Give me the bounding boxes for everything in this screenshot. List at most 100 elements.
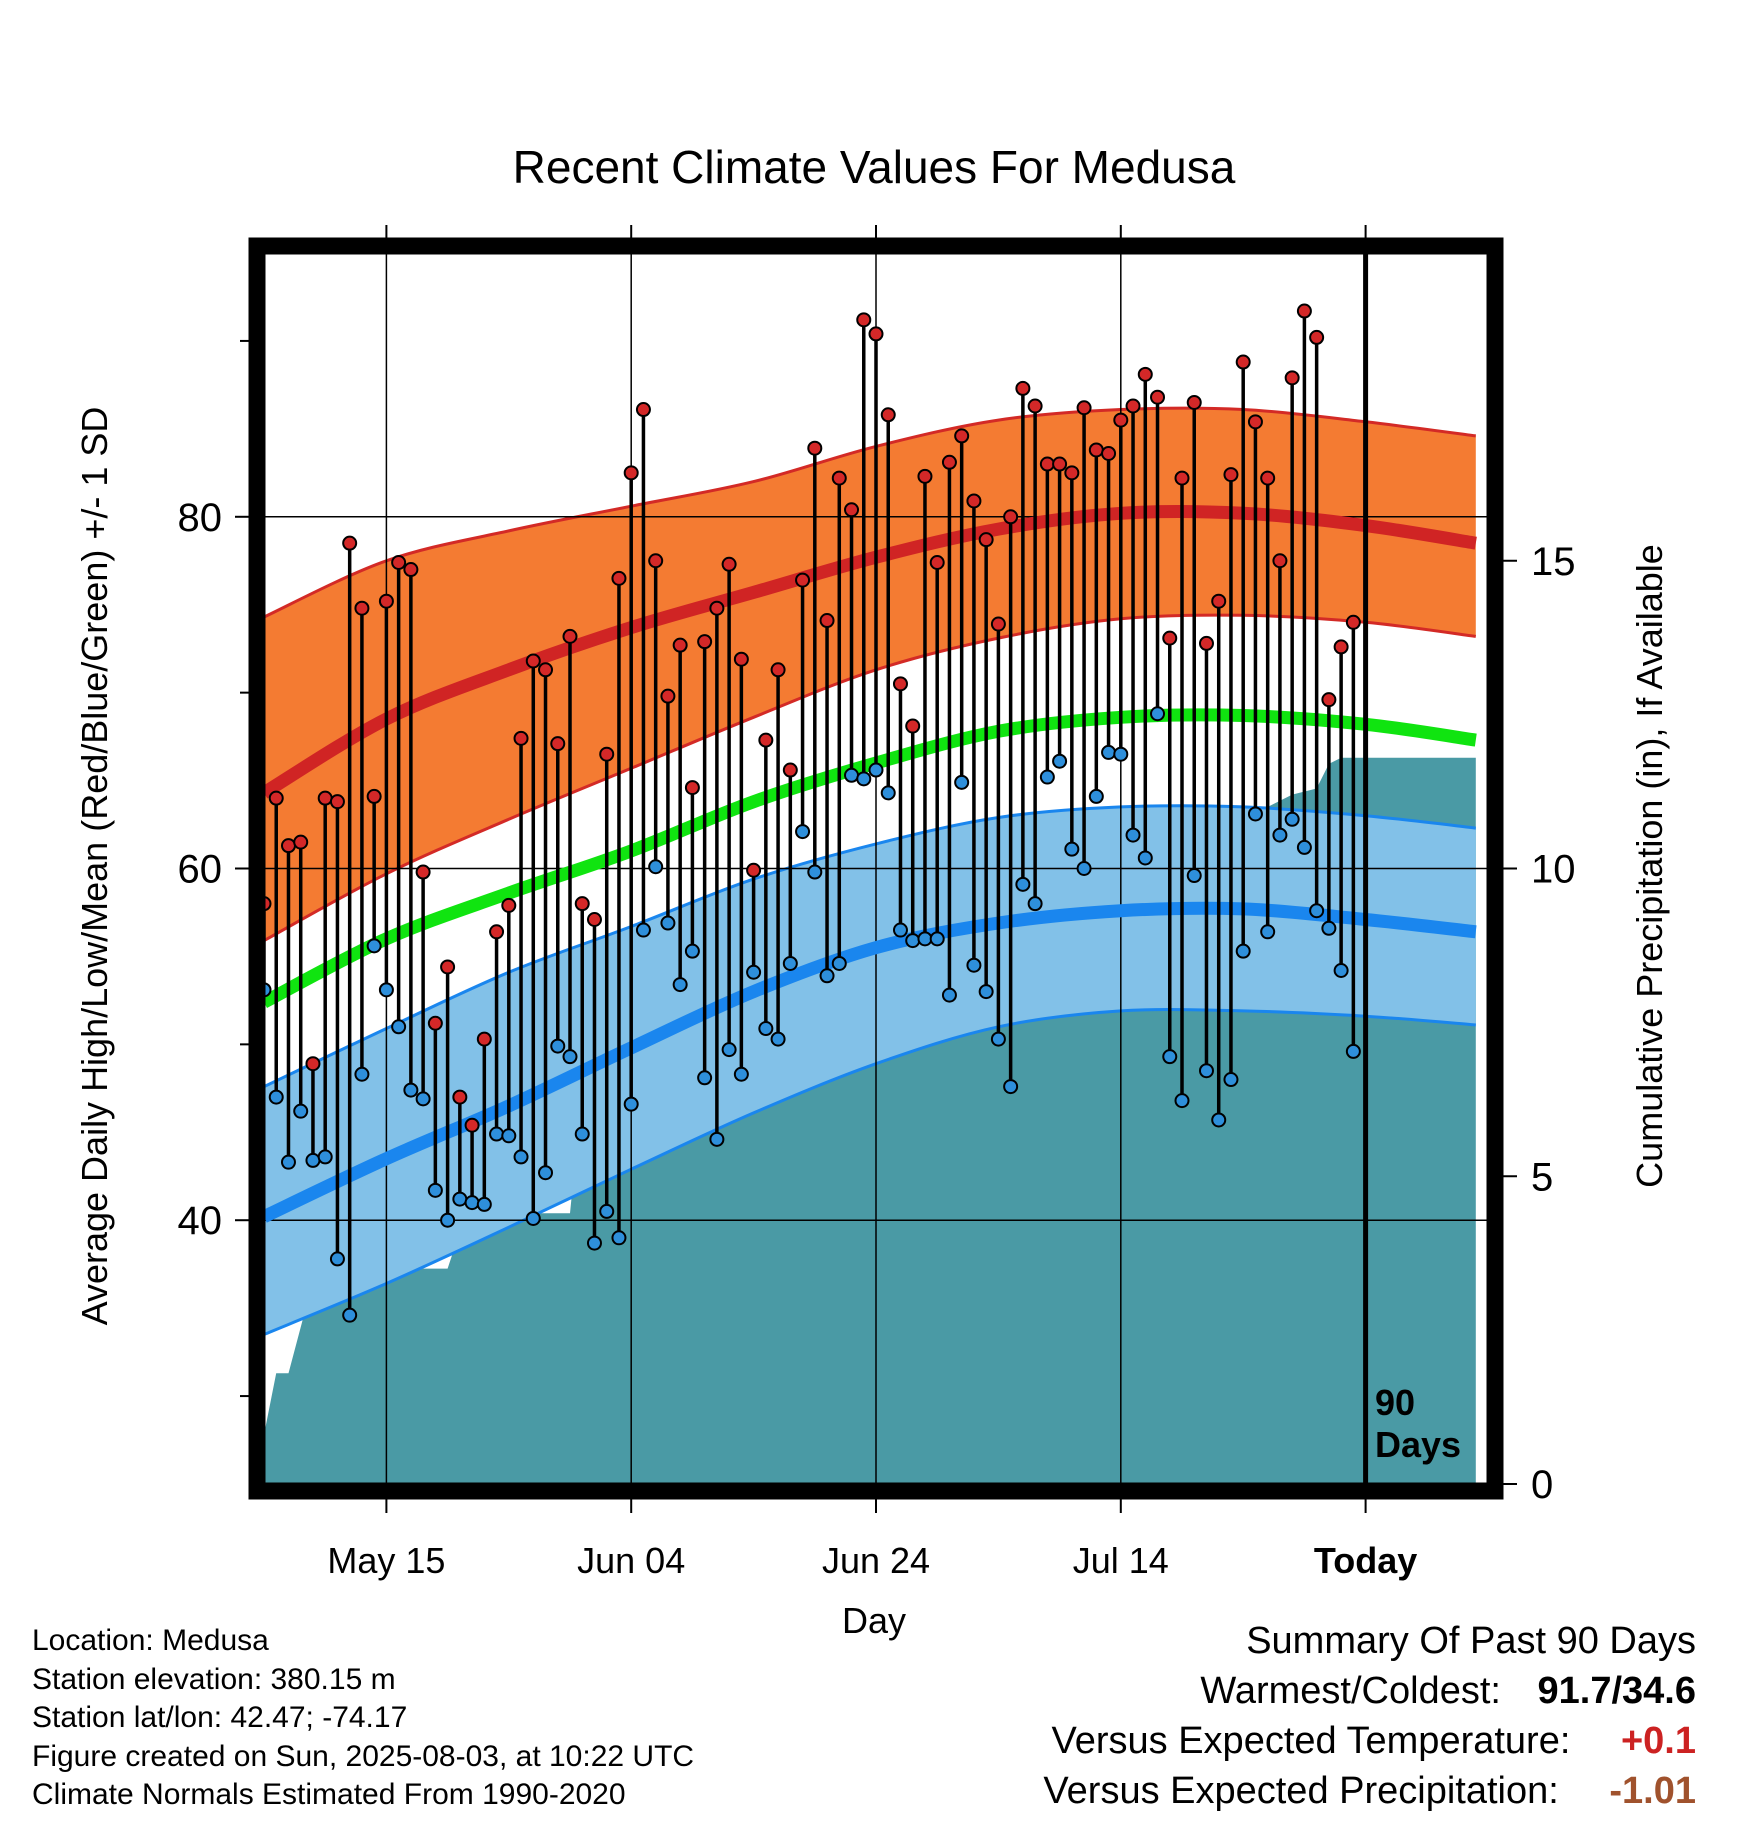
daily-low-point: [1088, 788, 1104, 804]
daily-high-point: [623, 465, 639, 481]
daily-low-point: [733, 1066, 749, 1082]
daily-high-point: [1309, 329, 1325, 345]
daily-high-point: [342, 535, 358, 551]
daily-high-point: [1174, 470, 1190, 486]
daily-high-point: [1223, 467, 1239, 483]
daily-high-point: [1321, 692, 1337, 708]
daily-high-point: [1272, 553, 1288, 569]
daily-high-point: [1247, 414, 1263, 430]
daily-low-point: [905, 933, 921, 949]
daily-high-point: [489, 924, 505, 940]
daily-high-point: [697, 634, 713, 650]
daily-stems: [264, 311, 1356, 1316]
daily-low-point: [1223, 1072, 1239, 1088]
y-right-tick-label: 0: [1531, 1463, 1553, 1507]
latlon-text: Station lat/lon: 42.47; -74.17: [32, 1701, 408, 1734]
y-right-tick-label: 5: [1531, 1155, 1553, 1199]
daily-high-point: [770, 662, 786, 678]
daily-low-point: [391, 1019, 407, 1035]
daily-low-point: [623, 1096, 639, 1112]
daily-low-point: [807, 864, 823, 880]
daily-high-point: [721, 556, 737, 572]
daily-low-point: [268, 1089, 284, 1105]
precip-delta-row: Versus Expected Precipitation: -1.01: [1043, 1766, 1696, 1816]
daily-low-point: [684, 943, 700, 959]
daily-high-point: [856, 312, 872, 328]
daily-high-point: [1137, 366, 1153, 382]
y-right-tick-label: 15: [1531, 540, 1576, 584]
x-tick-label: Today: [1314, 1540, 1417, 1581]
daily-low-point: [1125, 827, 1141, 843]
daily-high-point: [378, 593, 394, 609]
daily-low-point: [599, 1203, 615, 1219]
daily-high-point: [562, 628, 578, 644]
daily-low-point: [611, 1230, 627, 1246]
y-right-tick-label: 10: [1531, 848, 1576, 892]
daily-high-point: [329, 794, 345, 810]
daily-high-point: [733, 651, 749, 667]
daily-dots: [264, 303, 1361, 1323]
daily-high-point: [1113, 412, 1129, 428]
daily-high-point: [672, 637, 688, 653]
daily-low-point: [929, 931, 945, 947]
daily-low-point: [1113, 746, 1129, 762]
daily-high-point: [1333, 639, 1349, 655]
daily-low-point: [354, 1066, 370, 1082]
normals-period-text: Climate Normals Estimated From 1990-2020: [32, 1778, 626, 1811]
daily-high-point: [1211, 593, 1227, 609]
y-left-tick-label: 80: [178, 496, 223, 540]
daily-high-point: [1198, 635, 1214, 651]
daily-low-point: [1247, 806, 1263, 822]
daily-low-point: [721, 1042, 737, 1058]
daily-high-point: [941, 454, 957, 470]
daily-low-point: [366, 938, 382, 954]
daily-high-point: [293, 834, 309, 850]
daily-low-point: [501, 1128, 517, 1144]
daily-low-point: [525, 1210, 541, 1226]
daily-high-point: [538, 662, 554, 678]
daily-low-point: [293, 1103, 309, 1119]
daily-low-point: [672, 977, 688, 993]
daily-high-point: [264, 896, 272, 912]
daily-high-point: [1345, 614, 1361, 630]
daily-high-point: [1076, 400, 1092, 416]
x-tick-label: May 15: [327, 1540, 445, 1581]
daily-high-point: [868, 326, 884, 342]
daily-high-point: [966, 493, 982, 509]
daily-high-point: [844, 502, 860, 518]
daily-low-point: [464, 1195, 480, 1211]
high-normal-band: [264, 408, 1476, 941]
daily-high-point: [574, 896, 590, 912]
daily-low-point: [305, 1152, 321, 1168]
daily-high-point: [1186, 394, 1202, 410]
daily-high-point: [746, 862, 762, 878]
daily-high-point: [476, 1031, 492, 1047]
daily-low-point: [317, 1149, 333, 1165]
daily-low-point: [1345, 1043, 1361, 1059]
daily-low-point: [1260, 924, 1276, 940]
daily-low-point: [648, 859, 664, 875]
daily-high-point: [391, 555, 407, 571]
daily-low-point: [782, 955, 798, 971]
daily-low-point: [329, 1251, 345, 1267]
daily-low-point: [941, 987, 957, 1003]
daily-high-point: [782, 762, 798, 778]
temp-delta-label: Versus Expected Temperature:: [1051, 1720, 1571, 1762]
daily-high-point: [1088, 442, 1104, 458]
daily-low-point: [538, 1165, 554, 1181]
daily-high-point: [403, 562, 419, 578]
daily-high-point: [440, 959, 456, 975]
daily-low-point: [415, 1091, 431, 1107]
daily-high-point: [635, 402, 651, 418]
daily-high-point: [427, 1015, 443, 1031]
daily-high-point: [1027, 398, 1043, 414]
daily-high-point: [1039, 456, 1055, 472]
daily-low-point: [660, 915, 676, 931]
daily-high-point: [586, 911, 602, 927]
daily-high-point: [660, 688, 676, 704]
daily-low-point: [1162, 1049, 1178, 1065]
location-text: Location: Medusa: [32, 1624, 269, 1657]
station-metadata: Location: Medusa Station elevation: 380.…: [32, 1622, 694, 1815]
daily-high-point: [831, 470, 847, 486]
